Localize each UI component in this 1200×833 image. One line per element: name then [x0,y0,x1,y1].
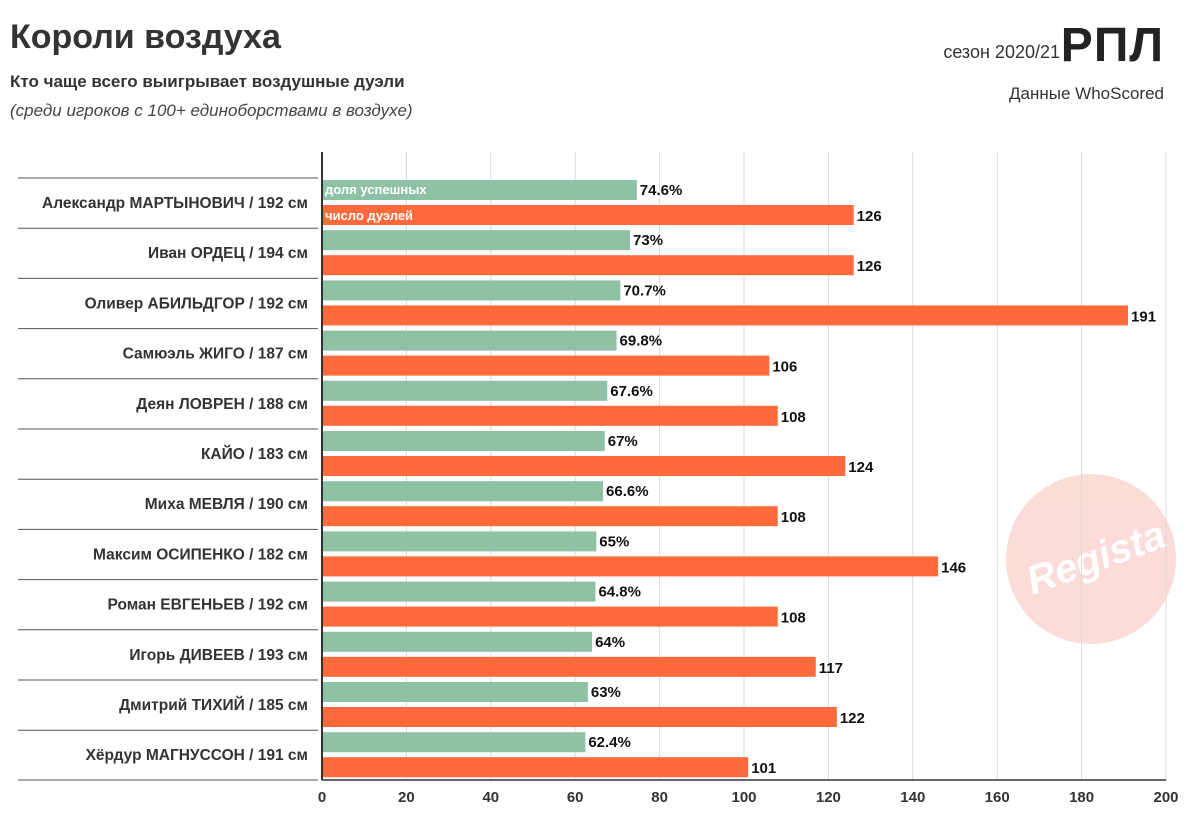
bar-duels [322,405,778,426]
data-label-share: 62.4% [588,734,631,751]
bar-duels [322,205,854,225]
bar-duels [322,757,749,778]
bar-duels [322,556,939,577]
bar-duels [322,255,854,276]
legend-duels: число дуэлей [325,208,413,223]
category-label: Хёрдур МАГНУССОН / 191 см [86,747,308,764]
chart-subtitle: Кто чаще всего выигрывает воздушные дуэл… [10,72,405,91]
bar-duels [322,506,778,527]
bar-share [322,631,593,652]
bar-duels [322,707,837,727]
x-tick-label: 40 [482,789,499,806]
data-label-share: 69.8% [620,333,663,350]
category-label: Дмитрий ТИХИЙ / 185 см [119,696,308,714]
regista-watermark: Regista [1006,474,1176,644]
category-label: Игорь ДИВЕЕВ / 193 см [129,647,308,664]
category-label: Роман ЕВГЕНЬЕВ / 192 см [108,597,308,614]
data-label-duels: 108 [781,509,806,526]
category-label: Самюэль ЖИГО / 187 см [123,346,308,363]
x-tick-label: 180 [1069,789,1094,806]
data-label-duels: 106 [772,359,797,376]
data-label-duels: 146 [941,559,966,576]
bar-duels [322,305,1129,326]
data-label-share: 64% [595,634,625,651]
category-label: Миха МЕВЛЯ / 190 см [145,496,308,513]
data-label-duels: 101 [751,760,776,777]
category-label: Иван ОРДЕЦ / 194 см [148,245,308,262]
data-label-duels: 108 [781,610,806,627]
bar-share [322,330,617,351]
legend-share: доля успешных [325,182,427,197]
data-label-share: 66.6% [606,483,649,500]
data-label-duels: 124 [848,459,874,476]
league-logo-text: РПЛ [1060,19,1164,72]
data-label-duels: 108 [781,409,806,426]
data-label-duels: 191 [1131,308,1156,325]
x-tick-label: 200 [1153,789,1178,806]
bar-duels [322,606,778,627]
category-label: Александр МАРТЫНОВИЧ / 192 см [42,195,308,212]
x-tick-label: 160 [985,789,1010,806]
bar-share [322,230,631,251]
bar-duels [322,656,816,677]
x-tick-label: 60 [567,789,584,806]
bar-share [322,280,621,301]
bar-share [322,732,586,753]
data-label-share: 64.8% [598,584,641,601]
x-tick-label: 80 [651,789,668,806]
x-tick-label: 140 [900,789,925,806]
data-source: Данные WhoScored [1009,84,1164,103]
data-label-duels: 117 [819,660,843,677]
bar-duels [322,355,770,376]
data-label-share: 67.6% [610,383,653,400]
data-label-duels: 122 [840,710,865,727]
category-label: Максим ОСИПЕНКО / 182 см [93,546,308,563]
data-label-share: 73% [633,232,663,249]
bar-share [322,481,604,502]
bar-share [322,581,596,602]
bar-share [322,180,637,200]
bar-share [322,431,605,451]
bar-duels [322,456,846,476]
x-tick-label: 0 [318,789,326,806]
data-label-duels: 126 [857,208,882,225]
data-label-share: 70.7% [623,282,666,299]
data-label-share: 63% [591,684,621,701]
x-tick-label: 20 [398,789,415,806]
category-label: Оливер АБИЛЬДГОР / 192 см [85,295,308,312]
bar-share [322,531,597,552]
season-label: сезон 2020/21 [943,42,1060,62]
data-label-duels: 126 [857,258,882,275]
x-tick-label: 120 [816,789,841,806]
chart-title: Короли воздуха [10,18,281,56]
category-label: КАЙО / 183 см [201,445,308,463]
data-label-share: 67% [608,433,638,450]
data-label-share: 65% [599,533,629,550]
chart-note: (среди игроков с 100+ единоборствами в в… [10,101,413,120]
category-label: Деян ЛОВРЕН / 188 см [136,396,308,413]
x-tick-label: 100 [731,789,756,806]
bar-share [322,380,608,401]
bar-share [322,682,588,702]
data-label-share: 74.6% [640,182,683,199]
